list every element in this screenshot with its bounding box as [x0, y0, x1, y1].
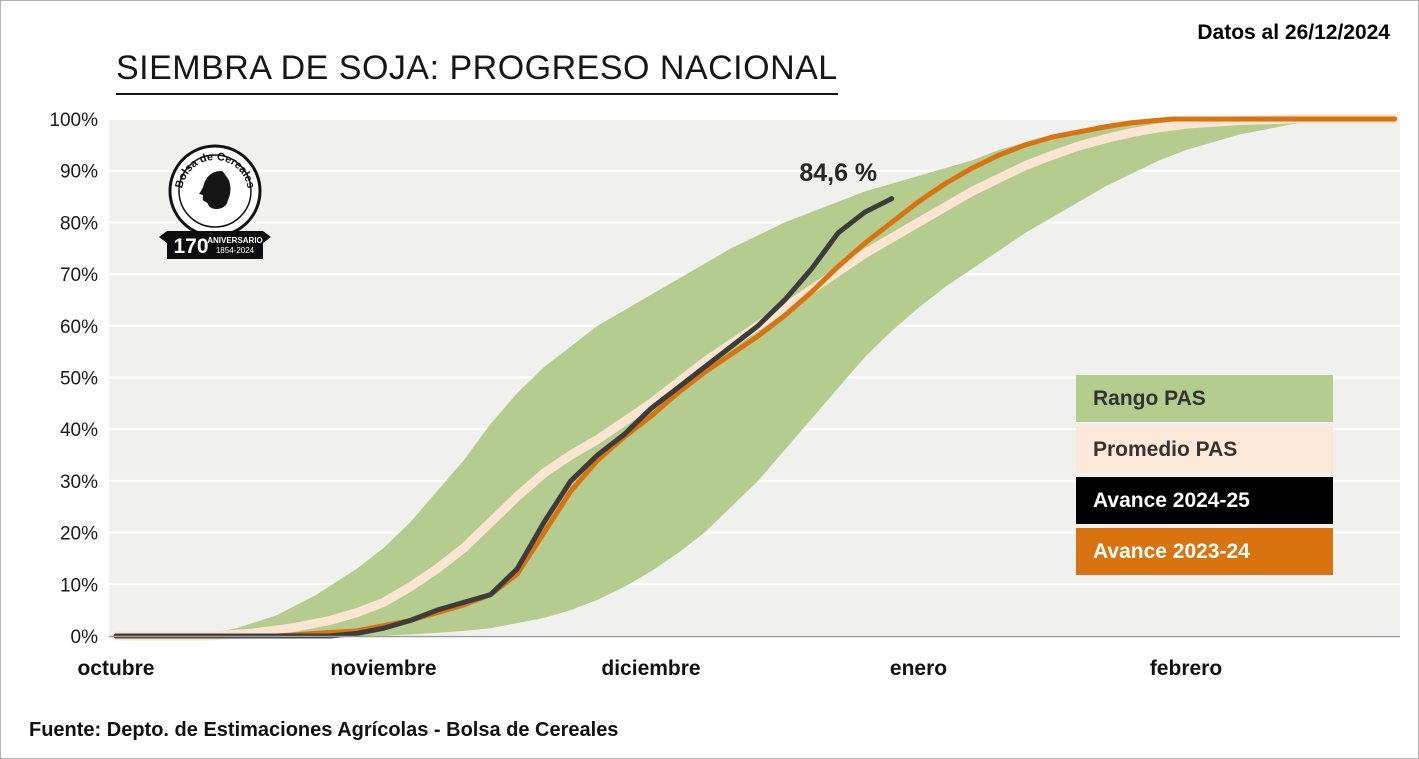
y-tick-label: 60% [60, 317, 98, 338]
progress-annotation: 84,6 % [799, 159, 877, 187]
y-tick-label: 20% [60, 524, 98, 545]
y-tick-label: 0% [71, 627, 99, 648]
legend-item-promedio-pas: Promedio PAS [1076, 426, 1333, 473]
legend-item-rango-pas: Rango PAS [1076, 375, 1333, 422]
y-tick-label: 50% [60, 369, 98, 390]
y-tick-label: 80% [60, 213, 98, 234]
y-tick-label: 30% [60, 472, 98, 493]
y-tick-label: 100% [49, 110, 98, 131]
page-title: SIEMBRA DE SOJA: PROGRESO NACIONAL [116, 49, 838, 95]
x-tick-label: octubre [77, 657, 154, 680]
logo-profile-icon [199, 171, 231, 209]
logo-anniversary-number: 170 [173, 235, 208, 258]
legend-item-avance-2023-24: Avance 2023-24 [1076, 528, 1333, 575]
logo-anniversary-label: ANIVERSARIO [207, 236, 263, 245]
y-tick-label: 40% [60, 420, 98, 441]
x-tick-label: noviembre [330, 657, 436, 680]
x-tick-label: diciembre [601, 657, 700, 680]
bolsa-de-cereales-logo: Bolsa de Cereales 170 ANIVERSARIO 1854-2… [149, 141, 281, 275]
x-tick-label: febrero [1150, 657, 1222, 680]
logo-anniversary-years: 1854-2024 [216, 246, 255, 255]
logo-anniversary-banner: 170 ANIVERSARIO 1854-2024 [159, 231, 271, 259]
source-attribution: Fuente: Depto. de Estimaciones Agrícolas… [29, 719, 619, 741]
legend-item-avance-2024-25: Avance 2024-25 [1076, 477, 1333, 524]
data-date-label: Datos al 26/12/2024 [1197, 21, 1390, 44]
logo-inner-ring [178, 154, 252, 228]
y-tick-label: 90% [60, 162, 98, 183]
y-tick-label: 70% [60, 265, 98, 286]
x-tick-label: enero [890, 657, 947, 680]
series-line-avance-2024-25 [113, 196, 895, 639]
range-band [116, 119, 1395, 636]
legend: Rango PAS Promedio PAS Avance 2024-25 Avanc… [1076, 375, 1333, 575]
y-tick-label: 10% [60, 575, 98, 596]
